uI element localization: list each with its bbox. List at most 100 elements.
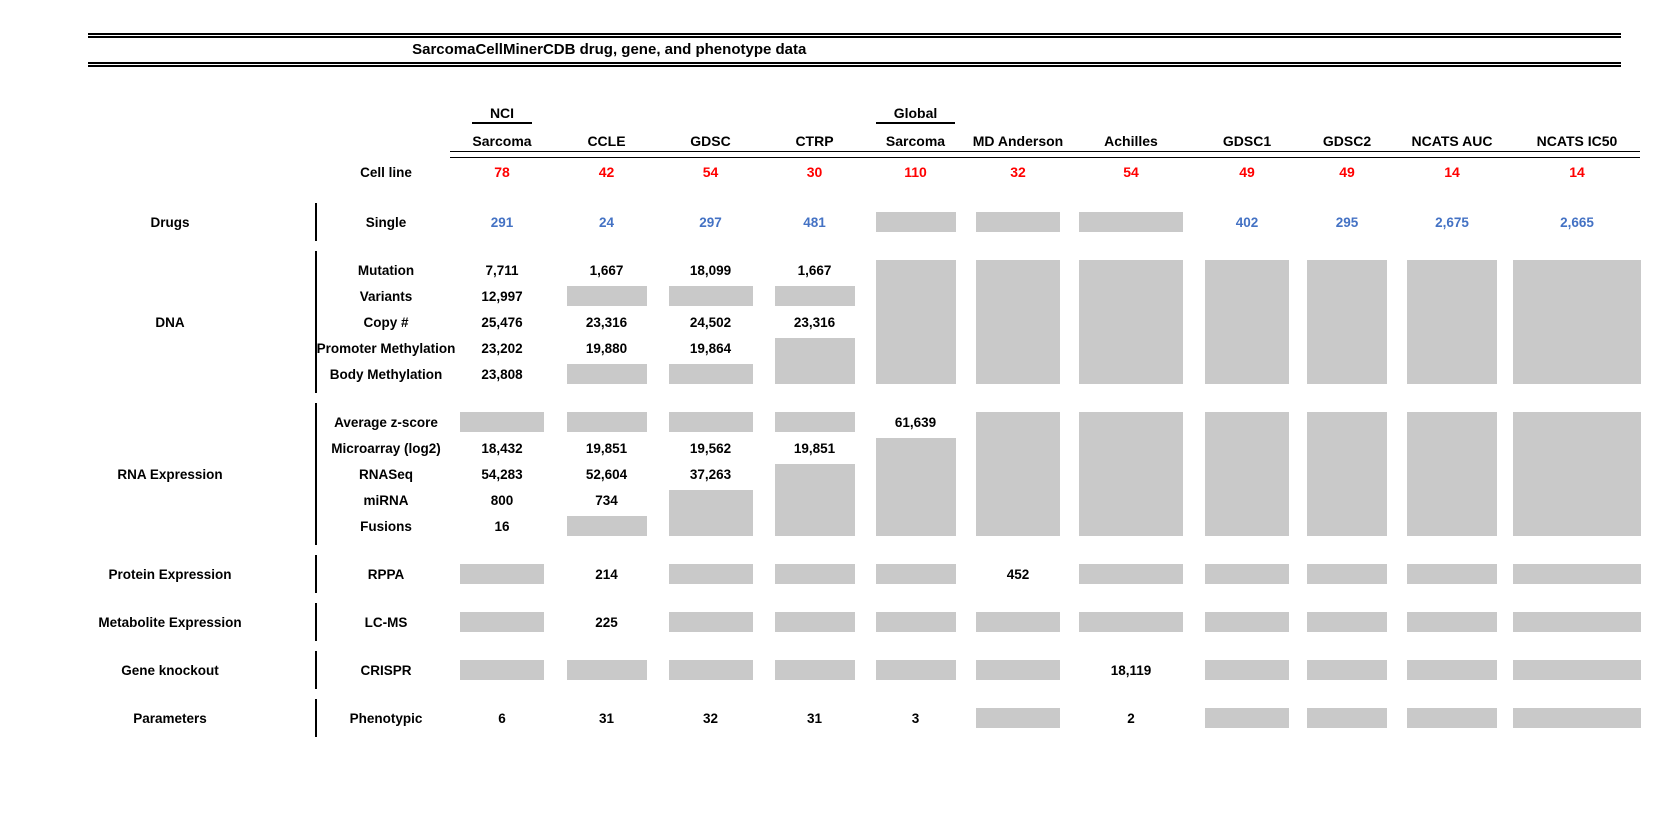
data-value: 295	[1335, 214, 1359, 230]
row-label: miRNA	[363, 492, 409, 508]
no-data-box	[774, 286, 855, 306]
column-header-ncats-auc: NCATS AUC	[1411, 133, 1493, 149]
no-data-box	[875, 660, 956, 680]
category-label: DNA	[155, 314, 185, 330]
column-header-sarcoma: Sarcoma	[472, 133, 532, 149]
no-data-box	[875, 438, 956, 536]
no-data-box	[1513, 260, 1641, 384]
data-value: 452	[1006, 566, 1030, 582]
no-data-box	[1513, 660, 1641, 680]
row-label: CRISPR	[360, 662, 412, 678]
cell-line-count: 49	[1339, 164, 1355, 180]
column-header-md-anderson: MD Anderson	[972, 133, 1064, 149]
no-data-box	[875, 564, 956, 584]
no-data-box	[668, 286, 753, 306]
data-value: 1,667	[797, 262, 832, 278]
no-data-box	[1407, 564, 1497, 584]
category-divider	[315, 251, 317, 393]
row-label: Copy #	[363, 314, 409, 330]
row-label: RPPA	[367, 566, 405, 582]
no-data-box	[774, 338, 855, 384]
row-label: Phenotypic	[349, 710, 423, 726]
column-header-ctrp: CTRP	[795, 133, 834, 149]
column-header-gdsc1: GDSC1	[1222, 133, 1272, 149]
data-value: 16	[494, 518, 510, 534]
no-data-box	[875, 212, 956, 232]
cell-line-count: 14	[1444, 164, 1460, 180]
no-data-box	[566, 660, 647, 680]
data-value: 37,263	[689, 466, 732, 482]
category-divider	[315, 555, 317, 593]
data-value: 31	[806, 710, 823, 726]
no-data-box	[774, 564, 855, 584]
data-value: 800	[490, 492, 514, 508]
data-value: 1,667	[589, 262, 624, 278]
data-value: 214	[595, 566, 618, 582]
cell-line-count: 49	[1239, 164, 1255, 180]
data-value: 52,604	[585, 466, 628, 482]
section-protein-expression: Protein Expression RPPA 214 452	[30, 555, 1649, 593]
no-data-box	[976, 708, 1060, 728]
column-header-achilles: Achilles	[1104, 133, 1158, 149]
no-data-box	[1079, 212, 1183, 232]
no-data-box	[460, 412, 544, 432]
row-label: Fusions	[360, 518, 412, 534]
row-label: Microarray (log2)	[331, 440, 441, 456]
no-data-box	[1307, 612, 1387, 632]
category-divider	[315, 603, 317, 641]
no-data-box	[668, 364, 753, 384]
no-data-box	[774, 412, 855, 432]
no-data-box	[976, 212, 1060, 232]
category-label: Drugs	[150, 214, 190, 230]
data-value: 61,639	[894, 414, 937, 430]
column-header-gdsc2: GDSC2	[1322, 133, 1372, 149]
data-value: 7,711	[485, 262, 519, 278]
data-value: 23,316	[585, 314, 628, 330]
no-data-box	[460, 660, 544, 680]
no-data-box	[566, 286, 647, 306]
no-data-box	[460, 564, 544, 584]
no-data-box	[668, 412, 753, 432]
data-value: 2,665	[1560, 214, 1594, 230]
no-data-box	[774, 464, 855, 536]
no-data-box	[566, 516, 647, 536]
no-data-box	[1079, 612, 1183, 632]
category-divider	[315, 403, 317, 545]
data-value: 19,562	[689, 440, 732, 456]
category-divider	[315, 699, 317, 737]
column-header-ncats-ic50: NCATS IC50	[1536, 133, 1618, 149]
column-header-top-global: Global	[875, 105, 956, 124]
category-label: RNA Expression	[117, 466, 223, 482]
category-label: Protein Expression	[108, 566, 232, 582]
table-header: NCI Global Sarcoma CCLE GDSC CTRP Sarcoma MD An…	[30, 101, 1649, 187]
row-label: LC-MS	[364, 614, 408, 630]
no-data-box	[460, 612, 544, 632]
no-data-box	[1407, 708, 1497, 728]
section-drugs: Drugs Single 291 24 297 481 402 295 2,675 2,665	[30, 203, 1649, 241]
no-data-box	[774, 660, 855, 680]
column-header-gdsc: GDSC	[690, 133, 731, 149]
no-data-box	[1307, 708, 1387, 728]
no-data-box	[1205, 708, 1289, 728]
category-label: Gene knockout	[121, 662, 219, 678]
cell-line-count: 54	[702, 164, 719, 180]
section-dna: DNA Mutation Variants Copy # Promoter Methyl…	[30, 251, 1649, 393]
category-divider	[315, 651, 317, 689]
row-label: Average z-score	[334, 414, 438, 430]
no-data-box	[668, 564, 753, 584]
figure-container: SarcomaCellMinerCDB drug, gene, and phen…	[0, 33, 1669, 737]
cell-line-count: 30	[806, 164, 823, 180]
data-value: 481	[803, 214, 826, 230]
no-data-box	[1307, 660, 1387, 680]
data-value: 18,099	[689, 262, 732, 278]
no-data-box	[875, 260, 956, 384]
no-data-box	[1205, 260, 1289, 384]
data-value: 2,675	[1435, 214, 1469, 230]
figure-title: SarcomaCellMinerCDB drug, gene, and phen…	[412, 41, 807, 58]
data-value: 12,997	[481, 288, 523, 304]
data-value: 291	[490, 214, 514, 230]
row-label: Single	[365, 214, 407, 230]
data-value: 3	[911, 710, 920, 726]
row-label: Body Methylation	[329, 366, 443, 382]
data-value: 18,119	[1110, 662, 1152, 678]
